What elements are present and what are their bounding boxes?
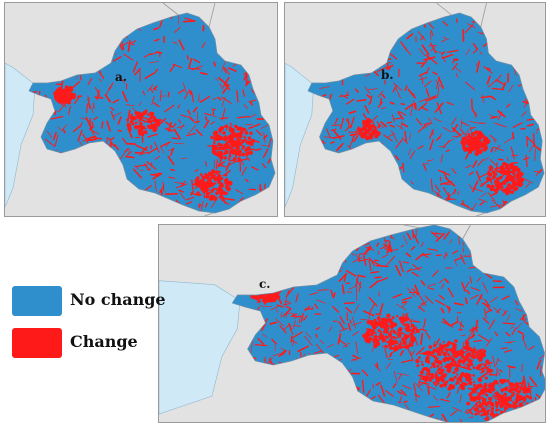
legend-item-no-change: No change [8,286,166,316]
legend-swatch-change [12,328,62,358]
map-panel-a: a. [4,2,278,217]
map-c [159,225,545,422]
panel-label-b: b. [381,68,394,82]
map-panel-c: c. [158,224,546,423]
legend-swatch-no-change [12,286,62,316]
legend-label-change: Change [70,332,138,351]
panel-label-a: a. [115,70,127,84]
legend-label-no-change: No change [70,290,166,309]
map-a [5,3,277,216]
map-panel-b: b. [284,2,546,217]
panel-label-c: c. [259,277,271,291]
map-b [285,3,545,216]
legend-item-change: Change [8,328,158,358]
